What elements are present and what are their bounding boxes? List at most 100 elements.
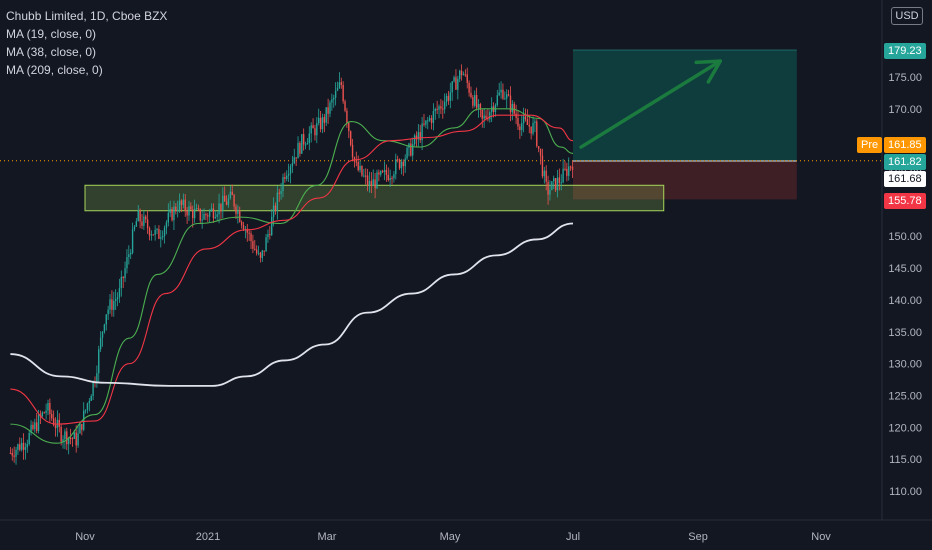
- x-tick-label: Nov: [75, 531, 95, 543]
- candle-body: [28, 432, 30, 444]
- candle: [118, 278, 121, 303]
- candle: [205, 212, 207, 221]
- candle: [11, 448, 13, 461]
- candle: [321, 113, 324, 134]
- candle-body: [474, 94, 476, 106]
- candle-body: [304, 144, 307, 146]
- candle-body: [517, 117, 519, 127]
- candle: [84, 409, 87, 414]
- ma209-legend[interactable]: MA (209, close, 0): [6, 63, 103, 77]
- candle-body: [188, 206, 190, 216]
- candle: [239, 206, 241, 223]
- ma38-legend[interactable]: MA (38, close, 0): [6, 45, 97, 59]
- candle-body: [208, 211, 211, 217]
- trend-arrow-shaft: [579, 59, 722, 149]
- candle-body: [545, 170, 547, 182]
- candle-body: [374, 179, 376, 189]
- candle: [389, 169, 391, 187]
- candle: [404, 154, 406, 173]
- candle: [47, 399, 49, 416]
- candle: [242, 221, 245, 231]
- candle-body: [376, 172, 378, 189]
- candle-body: [163, 227, 166, 237]
- profit-target-zone[interactable]: [573, 50, 797, 161]
- candle: [154, 225, 156, 241]
- candle-body: [351, 144, 354, 158]
- ma19-line[interactable]: [10, 108, 574, 444]
- ma38-line[interactable]: [10, 114, 574, 425]
- candle: [425, 120, 427, 129]
- trend-arrow[interactable]: [579, 59, 722, 149]
- candle-body: [391, 177, 393, 179]
- candle-body: [443, 101, 446, 110]
- symbol-title[interactable]: Chubb Limited, 1D, Cboe BZX: [6, 9, 168, 23]
- candle-body: [423, 123, 425, 125]
- candle: [517, 110, 519, 130]
- candle-body: [327, 107, 329, 114]
- candle-body: [88, 400, 91, 404]
- candle: [152, 234, 154, 236]
- candle: [64, 428, 66, 450]
- candle-body: [169, 208, 171, 213]
- candle: [220, 203, 222, 220]
- ma209-line[interactable]: [10, 222, 574, 387]
- candle: [361, 165, 363, 177]
- candle-body: [52, 418, 55, 426]
- candle-body: [274, 205, 277, 211]
- candle-body: [178, 200, 181, 211]
- candle: [210, 203, 213, 213]
- candle: [342, 81, 344, 104]
- candle: [432, 103, 435, 131]
- candle: [130, 249, 132, 260]
- candle-body: [468, 82, 470, 93]
- candle-body: [404, 158, 406, 167]
- candle: [312, 118, 314, 129]
- currency-button[interactable]: USD: [891, 7, 923, 25]
- candle: [554, 178, 557, 192]
- candle: [98, 345, 100, 383]
- candle-body: [500, 89, 502, 93]
- candle-body: [282, 177, 284, 192]
- candle-body: [318, 117, 320, 124]
- candle: [263, 250, 265, 257]
- candle-body: [334, 90, 337, 98]
- y-tick-label: 150.00: [888, 231, 922, 243]
- candle-body: [22, 442, 25, 450]
- candle: [58, 413, 60, 433]
- candle: [197, 204, 200, 212]
- candle-body: [543, 170, 546, 177]
- candle: [466, 67, 468, 89]
- candle: [395, 153, 397, 180]
- candle-body: [43, 412, 45, 414]
- candle-body: [272, 205, 275, 217]
- candle-body: [37, 414, 40, 431]
- candle: [304, 141, 307, 150]
- candle-body: [372, 179, 374, 186]
- candle-body: [502, 89, 504, 99]
- candle: [415, 131, 418, 148]
- y-tick-label: 120.00: [888, 422, 922, 434]
- stop-loss-zone[interactable]: [573, 160, 797, 200]
- candle-body: [481, 109, 483, 119]
- candle: [190, 202, 192, 211]
- candle-body: [32, 424, 34, 430]
- candle-body: [24, 447, 27, 450]
- candle-body: [393, 174, 395, 179]
- candle: [178, 193, 181, 213]
- candle: [338, 72, 341, 90]
- candle-body: [427, 120, 429, 122]
- candle-body: [105, 314, 107, 325]
- candle-body: [321, 117, 324, 130]
- candle: [208, 208, 211, 223]
- candle-body: [113, 301, 115, 310]
- candle-body: [506, 94, 508, 99]
- candle-body: [265, 237, 267, 252]
- candle-body: [139, 210, 141, 222]
- candle: [287, 163, 290, 182]
- ma19-legend[interactable]: MA (19, close, 0): [6, 27, 97, 41]
- candle: [306, 137, 309, 145]
- candle-body: [118, 288, 121, 298]
- candle: [468, 80, 470, 97]
- candle-body: [190, 206, 192, 210]
